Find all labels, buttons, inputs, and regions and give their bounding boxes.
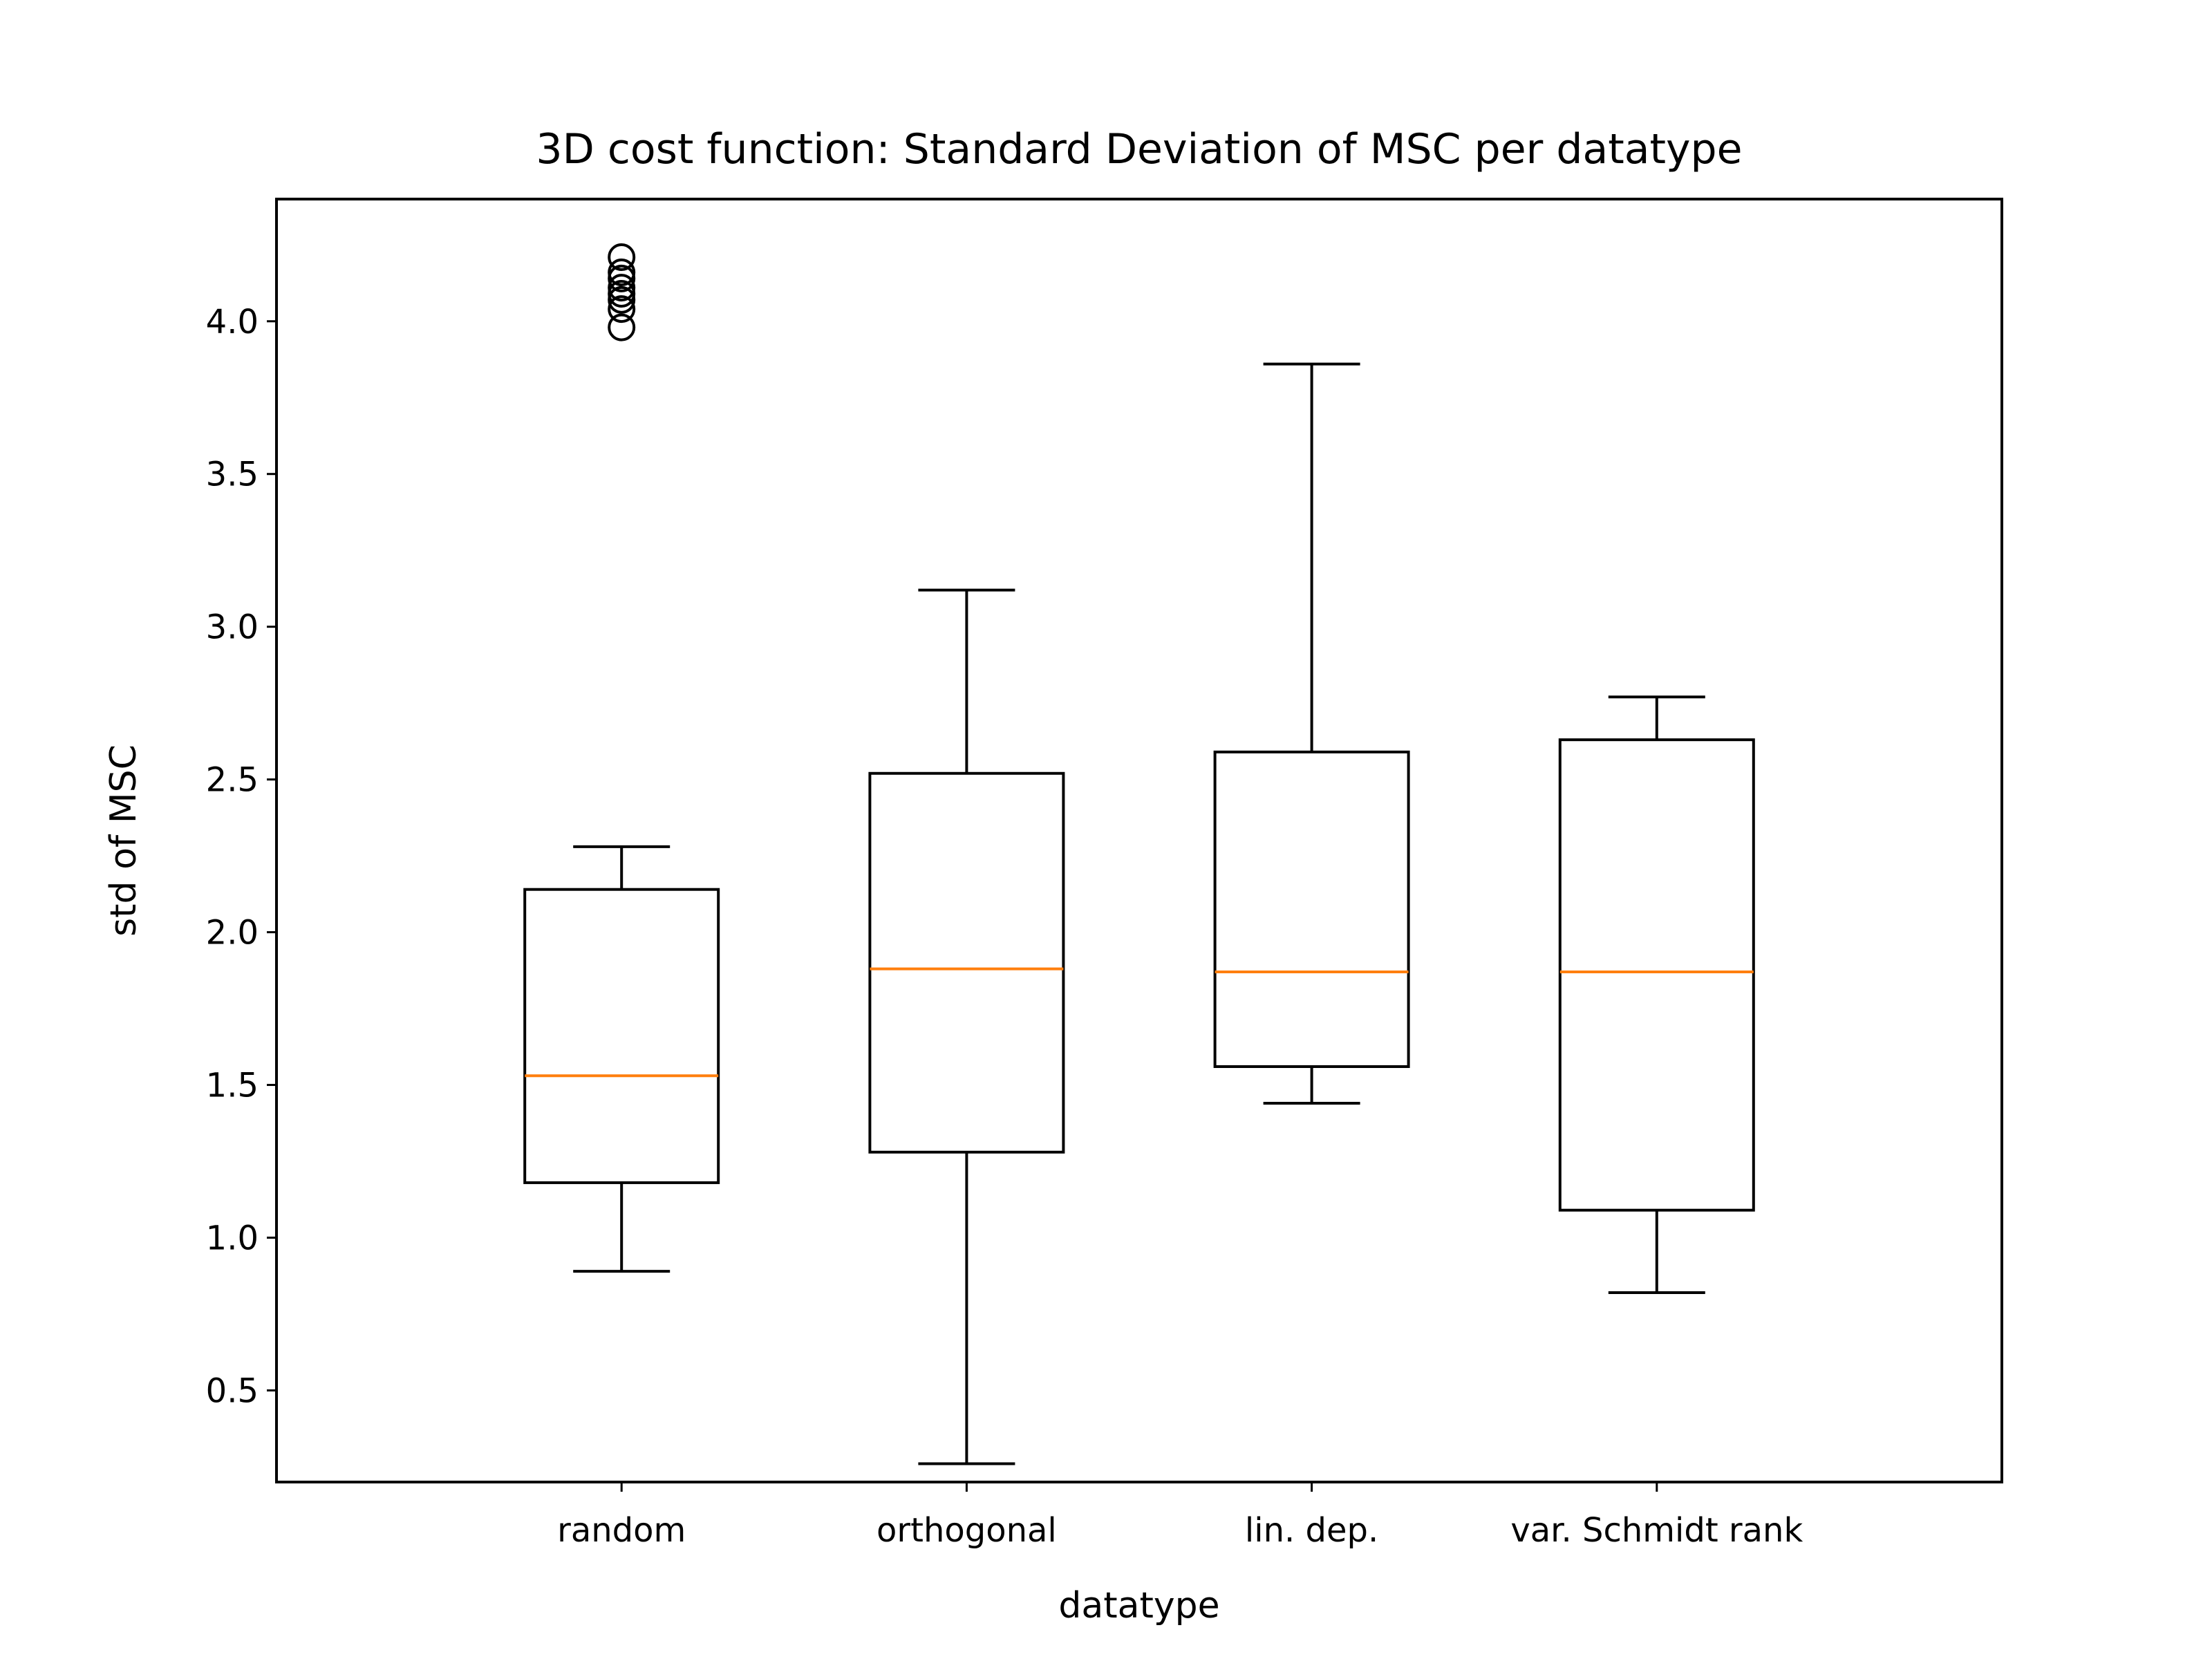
y-tick-label: 3.0 bbox=[206, 608, 259, 647]
outlier-point bbox=[608, 279, 636, 308]
y-tick-label: 1.5 bbox=[206, 1067, 259, 1105]
y-tick-label: 4.0 bbox=[206, 303, 259, 341]
box-body bbox=[868, 771, 1065, 1154]
box-body bbox=[523, 888, 720, 1184]
plot-frame bbox=[275, 198, 2003, 1483]
x-tick-label: var. Schmidt rank bbox=[1510, 1511, 1803, 1550]
outlier-point bbox=[608, 259, 636, 287]
y-tick-label: 2.0 bbox=[206, 914, 259, 953]
y-tick-label: 0.5 bbox=[206, 1371, 259, 1410]
outlier-point bbox=[608, 243, 636, 271]
box-body bbox=[1558, 738, 1755, 1212]
box-3 bbox=[1558, 695, 1755, 1295]
box-0 bbox=[523, 243, 720, 1273]
box-1 bbox=[868, 588, 1065, 1465]
box-2 bbox=[1213, 362, 1410, 1105]
y-axis-ticks: 0.5 1.0 1.5 2.0 2.5 3.0 3.5 4.0 bbox=[206, 303, 276, 1410]
x-axis-ticks: random orthogonal lin. dep. var. Schmidt ra… bbox=[557, 1482, 1803, 1550]
outlier-point bbox=[608, 274, 636, 302]
y-axis-label: std of MSC bbox=[103, 744, 144, 937]
chart-title: 3D cost function: Standard Deviation of … bbox=[536, 125, 1742, 174]
outlier-point bbox=[608, 285, 636, 314]
x-tick-label: orthogonal bbox=[877, 1511, 1057, 1550]
outlier-point bbox=[608, 313, 636, 341]
y-tick-label: 3.5 bbox=[206, 456, 259, 494]
y-tick-label: 1.0 bbox=[206, 1219, 259, 1257]
plot-marks bbox=[523, 243, 1755, 1465]
x-axis-label: datatype bbox=[1058, 1585, 1219, 1627]
y-tick-label: 2.5 bbox=[206, 761, 259, 800]
x-tick-label: random bbox=[557, 1511, 686, 1550]
outlier-point bbox=[608, 295, 636, 324]
outlier-point bbox=[608, 264, 636, 292]
box-body bbox=[1213, 750, 1410, 1069]
x-tick-label: lin. dep. bbox=[1245, 1511, 1378, 1550]
